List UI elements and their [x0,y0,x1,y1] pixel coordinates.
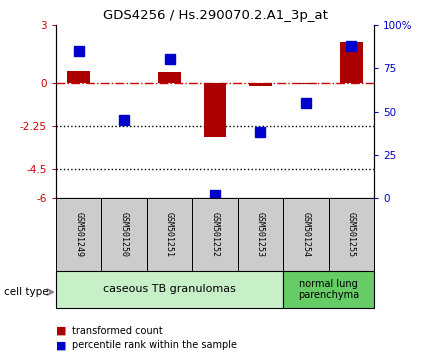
Bar [204,82,226,137]
Text: GSM501254: GSM501254 [301,212,310,257]
Bar [249,82,272,86]
Bar [147,198,192,271]
Bar [56,271,283,308]
Text: GDS4256 / Hs.290070.2.A1_3p_at: GDS4256 / Hs.290070.2.A1_3p_at [103,9,327,22]
Bar [283,198,329,271]
Text: ■: ■ [56,326,66,336]
Bar [238,198,283,271]
Text: GSM501250: GSM501250 [120,212,129,257]
Bar [283,271,374,308]
Text: caseous TB granulomas: caseous TB granulomas [103,284,236,295]
Text: GSM501252: GSM501252 [211,212,219,257]
Bar [158,72,181,82]
Bar [295,82,317,84]
Bar [340,42,363,82]
Bar [329,198,374,271]
Text: GSM501255: GSM501255 [347,212,356,257]
Text: ■: ■ [56,340,66,350]
Text: GSM501249: GSM501249 [74,212,83,257]
Bar [56,198,101,271]
Bar [192,198,238,271]
Text: GSM501251: GSM501251 [165,212,174,257]
Text: normal lung
parenchyma: normal lung parenchyma [298,279,359,300]
Text: transformed count: transformed count [72,326,163,336]
Bar [101,198,147,271]
Bar [67,71,90,82]
Text: percentile rank within the sample: percentile rank within the sample [72,340,237,350]
Text: GSM501253: GSM501253 [256,212,265,257]
Text: cell type: cell type [4,287,49,297]
